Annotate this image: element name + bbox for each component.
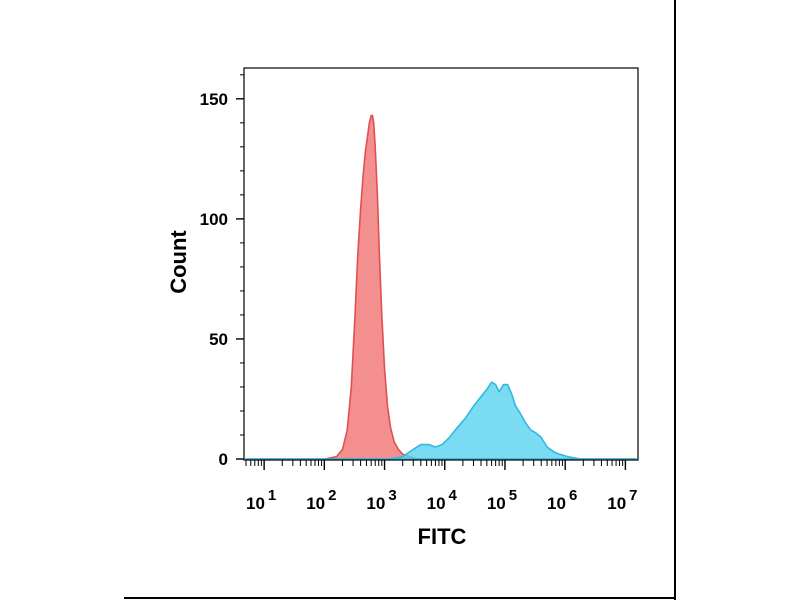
series-area-1: [245, 381, 637, 460]
y-tick-label: 150: [200, 90, 228, 109]
x-tick-label: 10 5: [487, 487, 517, 513]
y-tick-label: 100: [200, 210, 228, 229]
x-tick-label: 10 6: [547, 487, 577, 513]
frame-bottom-border: [124, 597, 676, 599]
y-tick-label: 0: [219, 450, 228, 469]
x-tick-label: 10 4: [427, 487, 458, 513]
series-layer: [245, 114, 637, 460]
y-axis: 0 50 100 150: [200, 74, 244, 469]
plot-frame: [243, 67, 639, 461]
x-tick-label: 10 7: [607, 487, 637, 513]
frame-right-border: [674, 0, 676, 600]
x-tick-label: 10 1: [246, 487, 276, 513]
series-area-0: [245, 114, 637, 460]
x-tick-label: 10 2: [306, 487, 336, 513]
x-axis-title: FITC: [418, 524, 467, 549]
x-tick-label: 10 3: [366, 487, 396, 513]
y-tick-label: 50: [209, 330, 228, 349]
x-axis: 10 1 10 2 10 3 10 4 10 5 10 6 10 7: [245, 460, 638, 513]
y-axis-title: Count: [166, 230, 191, 294]
